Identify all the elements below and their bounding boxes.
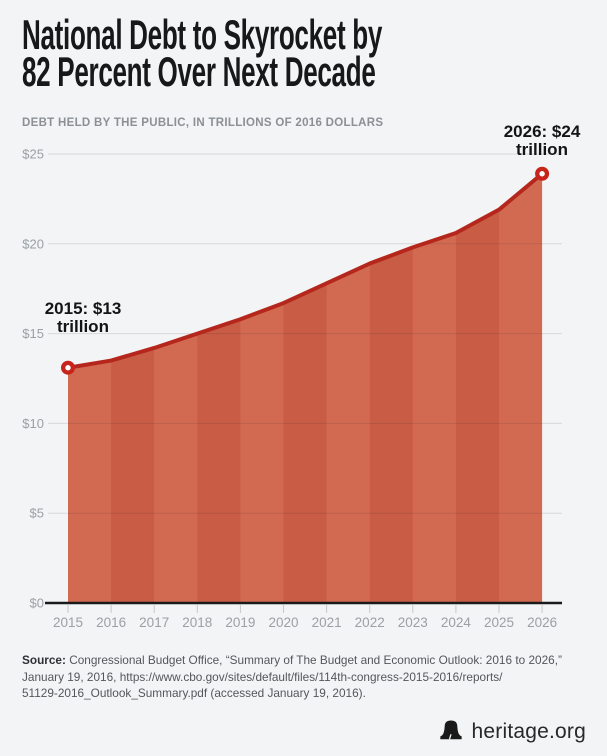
annotation-2015: 2015: $13 trillion [18,300,148,336]
year-band [240,173,284,603]
brand-name: heritage.org [471,720,586,743]
year-band [369,173,414,603]
x-axis-label: 2025 [484,615,514,630]
title-line-1: National Debt to Skyrocket by [22,11,382,58]
annotation-2015-value: 2015: $13 [44,299,122,318]
y-axis-label: $0 [30,596,44,611]
area-fill [68,173,543,603]
x-axis-label: 2017 [139,615,169,630]
x-axis-label: 2023 [398,615,428,630]
year-band [326,173,371,603]
data-point-marker-hole [65,365,71,371]
chart-subtitle: DEBT HELD BY THE PUBLIC, IN TRILLIONS OF… [22,117,384,129]
year-band [154,173,198,603]
annotation-2015-unit: trillion [57,317,109,336]
data-point-marker-hole [539,171,545,177]
year-band [197,173,241,603]
source-label: Source: [22,653,66,667]
trend-line [66,171,545,370]
source-line-2: January 19, 2016, https://www.cbo.gov/si… [22,669,503,684]
y-axis-label: $10 [22,416,44,431]
liberty-bell-icon [439,720,462,740]
page-title: National Debt to Skyrocket by 82 Percent… [22,11,382,95]
x-axis-label: 2019 [225,615,255,630]
x-axis-label: 2015 [53,615,83,630]
x-axis-label: 2026 [527,615,557,630]
annotation-2026-value: 2026: $24 [503,122,581,141]
source-note: Source: Congressional Budget Office, “Su… [22,652,588,702]
year-band [283,173,328,603]
year-band [499,173,543,603]
annotation-2026: 2026: $24 trillion [477,123,607,159]
y-axis-label: $5 [30,506,44,521]
y-axis-label: $20 [22,236,44,251]
annotation-2026-unit: trillion [516,140,568,159]
x-axis-label: 2024 [441,615,472,630]
y-axis-label: $25 [22,147,44,162]
title-line-2: 82 Percent Over Next Decade [22,48,376,95]
source-line-1: Source: Congressional Budget Office, “Su… [22,653,562,667]
year-band [455,173,500,603]
brand-footer: heritage.org [438,719,586,745]
y-axis-label: $15 [22,326,44,341]
year-band [68,173,112,603]
x-axis-label: 2016 [96,615,126,630]
source-line-3: 51129-2016_Outlook_Summary.pdf (accessed… [22,686,366,700]
year-band [412,173,457,603]
x-axis-label: 2021 [312,615,342,630]
year-band [111,173,155,603]
x-axis-label: 2020 [268,615,298,630]
x-axis-label: 2022 [355,615,385,630]
x-axis-label: 2018 [182,615,212,630]
